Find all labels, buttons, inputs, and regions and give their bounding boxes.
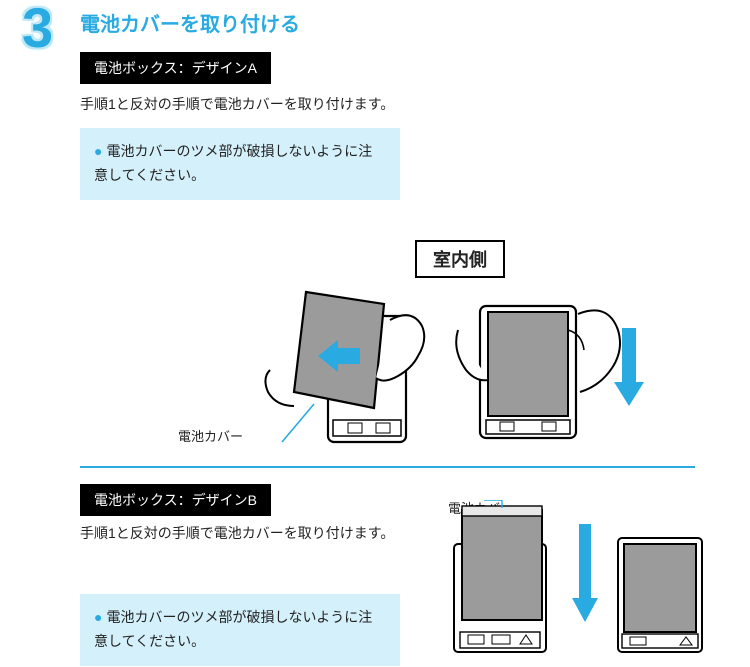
illustration-b1 — [440, 500, 560, 660]
design-a-callout: 電池カバー — [178, 426, 243, 445]
step-number: 3 — [22, 0, 53, 56]
design-a-figure: 室内側 電池カバー — [170, 240, 690, 460]
design-b-notice: ●電池カバーのツメ部が破損しないように注意してください。 — [80, 594, 400, 666]
arrow-down-icon — [570, 520, 600, 630]
illustration-b2 — [610, 530, 710, 660]
illustration-a2 — [450, 270, 670, 460]
bullet-icon: ● — [94, 143, 102, 159]
design-a-notice-text: 電池カバーのツメ部が破損しないように注意してください。 — [94, 143, 372, 183]
design-a-label: 電池ボックス：デザインA — [80, 52, 271, 84]
design-a-description: 手順1と反対の手順で電池カバーを取り付けます。 — [80, 94, 394, 114]
design-b-label: 電池ボックス：デザインB — [80, 484, 271, 516]
section-divider — [80, 466, 695, 468]
design-b-notice-text: 電池カバーのツメ部が破損しないように注意してください。 — [94, 609, 372, 649]
design-b-description: 手順1と反対の手順で電池カバーを取り付けます。 — [80, 522, 410, 546]
illustration-a1 — [250, 270, 440, 460]
step-title: 電池カバーを取り付ける — [80, 8, 300, 37]
design-a-notice: ●電池カバーのツメ部が破損しないように注意してください。 — [80, 128, 400, 200]
bullet-icon: ● — [94, 609, 102, 625]
